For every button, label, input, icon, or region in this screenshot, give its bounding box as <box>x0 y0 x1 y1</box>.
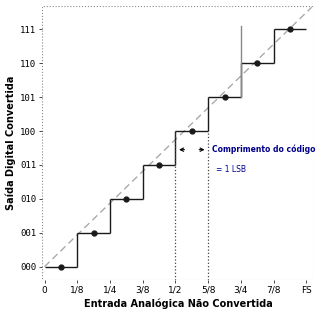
Text: = 1 LSB: = 1 LSB <box>216 165 246 174</box>
Text: Comprimento do código: Comprimento do código <box>212 145 316 154</box>
X-axis label: Entrada Analógica Não Convertida: Entrada Analógica Não Convertida <box>84 299 273 309</box>
Y-axis label: Saída Digital Convertida: Saída Digital Convertida <box>6 76 16 210</box>
